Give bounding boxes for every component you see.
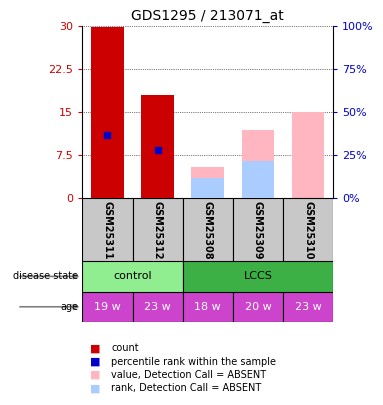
- Text: ■: ■: [90, 343, 100, 353]
- Bar: [82, 292, 133, 322]
- Text: 20 w: 20 w: [245, 302, 271, 312]
- Bar: [192, 167, 224, 198]
- Bar: [233, 198, 283, 261]
- Bar: [233, 292, 283, 322]
- Bar: [133, 292, 183, 322]
- Text: ■: ■: [90, 357, 100, 367]
- Bar: [292, 112, 324, 198]
- Bar: [242, 161, 274, 198]
- Bar: [283, 198, 333, 261]
- Text: 18 w: 18 w: [195, 302, 221, 312]
- Text: GSM25310: GSM25310: [303, 200, 313, 259]
- Text: ■: ■: [90, 384, 100, 393]
- Bar: [82, 198, 133, 261]
- Bar: [183, 261, 333, 292]
- Text: GSM25312: GSM25312: [152, 200, 163, 259]
- Text: GSM25309: GSM25309: [253, 200, 263, 259]
- Text: age: age: [61, 302, 79, 312]
- Text: rank, Detection Call = ABSENT: rank, Detection Call = ABSENT: [111, 384, 261, 393]
- Title: GDS1295 / 213071_at: GDS1295 / 213071_at: [131, 9, 284, 23]
- Text: disease state: disease state: [13, 271, 79, 281]
- Text: 23 w: 23 w: [295, 302, 321, 312]
- Text: ■: ■: [90, 370, 100, 380]
- Text: control: control: [113, 271, 152, 281]
- Text: 23 w: 23 w: [144, 302, 171, 312]
- Bar: [91, 28, 124, 198]
- Text: GSM25311: GSM25311: [102, 200, 113, 259]
- Bar: [242, 130, 274, 198]
- Bar: [183, 198, 233, 261]
- Text: 19 w: 19 w: [94, 302, 121, 312]
- Text: LCCS: LCCS: [244, 271, 272, 281]
- Text: percentile rank within the sample: percentile rank within the sample: [111, 357, 276, 367]
- Text: count: count: [111, 343, 139, 353]
- Bar: [141, 95, 174, 198]
- Text: value, Detection Call = ABSENT: value, Detection Call = ABSENT: [111, 370, 266, 380]
- Bar: [133, 198, 183, 261]
- Bar: [183, 292, 233, 322]
- Text: GSM25308: GSM25308: [203, 200, 213, 259]
- Bar: [82, 261, 183, 292]
- Bar: [283, 292, 333, 322]
- Bar: [192, 178, 224, 198]
